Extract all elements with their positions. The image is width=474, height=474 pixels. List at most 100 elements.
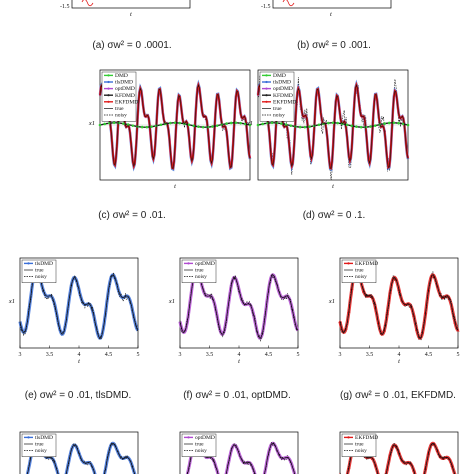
y-axis-label: x1	[328, 298, 335, 305]
marker-DMD	[275, 121, 279, 125]
xtick-label: 5	[297, 352, 300, 358]
series-noisy	[26, 438, 135, 474]
marker-DMD	[234, 121, 238, 125]
marker-DMD	[173, 121, 177, 125]
xtick-label: 3	[19, 352, 22, 358]
marker-DMD	[359, 125, 363, 129]
legend-box	[181, 259, 217, 283]
marker-DMD	[392, 121, 396, 125]
marker-DMD	[192, 124, 196, 128]
series-noisy	[339, 438, 455, 474]
marker-DMD	[284, 123, 288, 126]
marker-DMD	[229, 121, 233, 125]
marker-DMD	[178, 121, 181, 125]
legend-marker	[187, 436, 190, 439]
caption-c: (c) σw² = 0 .01.	[98, 210, 166, 221]
legend-marker	[107, 94, 110, 97]
panel-b-xlabel: t	[330, 11, 332, 18]
xtick-label: 4.5	[105, 352, 113, 358]
legend-entry-optDMD: optDMD	[115, 86, 135, 92]
caption-b: (b) σw² = 0 .001.	[297, 40, 371, 51]
legend-entry-noisy: noisy	[355, 274, 367, 280]
legend-entry-KFDMD: KFDMD	[273, 93, 293, 99]
marker-DMD	[140, 125, 144, 129]
caption-e: (e) σw² = 0 .01, tlsDMD.	[25, 390, 131, 401]
legend-entry-noisy: noisy	[35, 448, 47, 454]
legend-entry-noisy: noisy	[115, 113, 127, 119]
y-axis-label: x1	[168, 298, 175, 305]
legend-entry-EKFDMD: EKFDMD	[355, 261, 378, 267]
marker-DMD	[303, 125, 307, 129]
panel-a-xlabel: t	[130, 11, 132, 18]
caption-a: (a) σw² = 0 .0001.	[92, 40, 171, 51]
marker-DMD	[387, 121, 391, 125]
x-axis-label: t	[332, 183, 334, 190]
marker-DMD	[369, 125, 372, 128]
legend-marker	[27, 262, 30, 265]
y-axis-label: x1	[246, 120, 253, 127]
marker-DMD	[336, 121, 339, 125]
legend-entry-tlsDMD: tlsDMD	[115, 80, 133, 86]
xtick-label: 4	[398, 352, 401, 358]
legend-entry-true: true	[195, 442, 204, 448]
marker-DMD	[169, 121, 172, 125]
xtick-label: 3.5	[366, 352, 374, 358]
marker-DMD	[317, 123, 321, 127]
marker-DMD	[256, 123, 260, 127]
marker-DMD	[117, 121, 121, 125]
panel-a: -1.5 t	[60, 0, 191, 18]
legend-marker	[107, 87, 110, 90]
xtick-label: 4.5	[265, 352, 273, 358]
caption-f: (f) σw² = 0 .01, optDMD.	[183, 390, 291, 401]
legend-entry-tlsDMD: tlsDMD	[35, 261, 53, 267]
xtick-label: 3.5	[206, 352, 214, 358]
legend-entry-DMD: DMD	[115, 73, 128, 79]
y-axis-label: x1	[8, 298, 15, 305]
xtick-label: 3.5	[46, 352, 54, 358]
legend-box	[21, 433, 57, 457]
marker-DMD	[215, 124, 219, 127]
legend-entry-EKFDMD: EKFDMD	[273, 99, 296, 105]
marker-DMD	[397, 121, 400, 125]
marker-DMD	[145, 125, 149, 129]
panel-j-frame	[339, 431, 459, 474]
xtick-label: 4.5	[425, 352, 433, 358]
xtick-label: 5	[457, 352, 460, 358]
marker-DMD	[308, 125, 311, 129]
legend-box	[341, 259, 377, 283]
marker-DMD	[103, 122, 106, 126]
caption-g: (g) σw² = 0 .01, EKFDMD.	[340, 390, 456, 401]
legend-box	[341, 433, 377, 457]
legend-entry-true: true	[35, 268, 44, 274]
marker-DMD	[248, 123, 252, 127]
legend-entry-tlsDMD: tlsDMD	[273, 80, 291, 86]
xtick-label: 4	[238, 352, 241, 358]
marker-DMD	[355, 125, 358, 129]
legend-marker	[187, 262, 190, 265]
legend-box	[21, 259, 57, 283]
marker-DMD	[187, 123, 191, 127]
panel-i-frame	[179, 431, 299, 474]
marker-DMD	[112, 121, 116, 125]
legend-marker	[265, 87, 268, 90]
x-axis-label: t	[398, 358, 400, 365]
marker-DMD	[383, 122, 386, 125]
legend-entry-EKFDMD: EKFDMD	[115, 99, 138, 105]
marker-DMD	[331, 121, 335, 125]
marker-DMD	[350, 124, 354, 128]
marker-DMD	[298, 125, 302, 129]
marker-DMD	[406, 123, 410, 127]
x-axis-label: t	[174, 183, 176, 190]
marker-DMD	[239, 121, 242, 125]
marker-DMD	[98, 123, 102, 127]
marker-DMD	[197, 125, 200, 129]
marker-DMD	[280, 122, 283, 125]
xtick-label: 5	[137, 352, 140, 358]
marker-DMD	[289, 124, 293, 127]
